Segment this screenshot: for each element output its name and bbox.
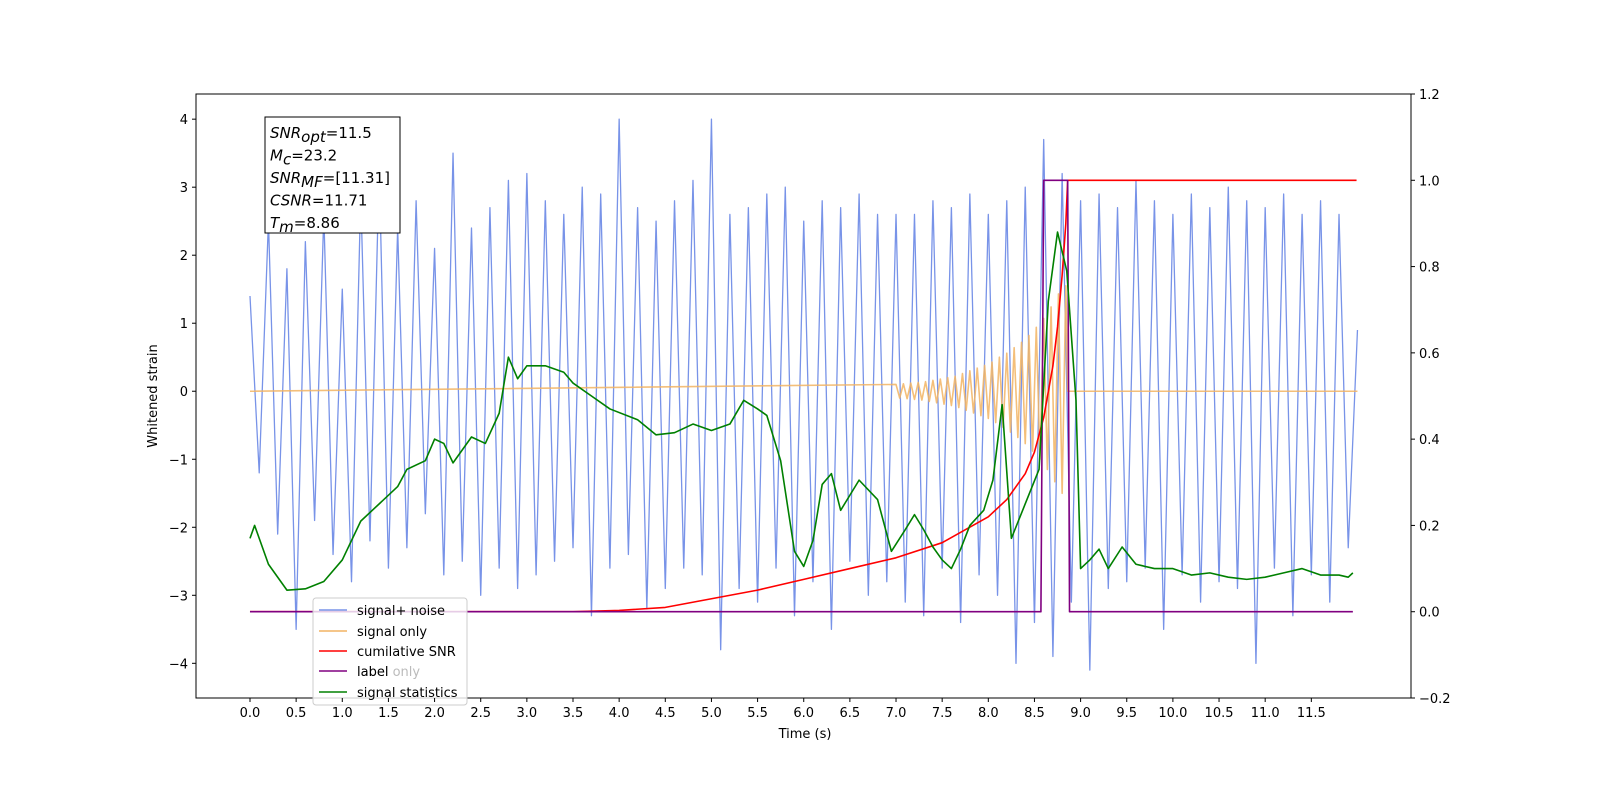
annotation-var: M <box>270 147 283 165</box>
y-tick-label: −4 <box>169 657 188 672</box>
y2-tick-label: 1.2 <box>1419 88 1440 103</box>
y-axis-label: Whitened strain <box>146 344 161 447</box>
y2-tick-label: −0.2 <box>1419 692 1451 707</box>
legend-frame <box>312 597 468 706</box>
annotation-sub: c <box>283 151 292 169</box>
annotation-value: =[11.31] <box>323 169 390 187</box>
annotation-var: SNR <box>270 124 301 142</box>
annotation-box: SNRopt=11.5Mc=23.2SNRMF=[11.31]CSNR=11.7… <box>264 116 401 236</box>
y2-tick-label: 0.4 <box>1419 433 1440 448</box>
annotation-sub: MF <box>301 173 323 191</box>
y-tick-label: 4 <box>180 113 188 128</box>
x-tick-label: 7.5 <box>932 706 953 721</box>
annotation-line: SNRMF=[11.31] <box>270 169 390 191</box>
y-tick-label: 3 <box>180 181 188 196</box>
x-tick-label: 4.5 <box>655 706 676 721</box>
x-tick-label: 5.0 <box>701 706 722 721</box>
x-tick-label: 0.5 <box>286 706 307 721</box>
x-tick-label: 10.5 <box>1205 706 1234 721</box>
legend-label: signal statistics <box>357 686 458 701</box>
annotation-sub: opt <box>301 128 327 146</box>
x-tick-label: 3.5 <box>563 706 584 721</box>
x-tick-label: 8.5 <box>1024 706 1045 721</box>
annotation-line: CSNR=11.71 <box>270 192 367 210</box>
annotation-line: Tm=8.86 <box>270 214 340 236</box>
legend-label: label <box>357 665 388 680</box>
legend-label: cumilative SNR <box>357 645 456 660</box>
annotation-line: SNRopt=11.5 <box>270 124 372 146</box>
y2-tick-label: 0.2 <box>1419 519 1440 534</box>
y2-tick-label: 1.0 <box>1419 174 1440 189</box>
x-tick-label: 2.5 <box>470 706 491 721</box>
x-tick-label: 6.5 <box>840 706 861 721</box>
x-tick-label: 2.0 <box>424 706 445 721</box>
annotation-line: Mc=23.2 <box>270 147 337 169</box>
x-tick-label: 6.0 <box>793 706 814 721</box>
y-tick-label: −3 <box>169 589 188 604</box>
x-axis-label: Time (s) <box>778 727 832 742</box>
x-tick-label: 8.0 <box>978 706 999 721</box>
y-tick-label: −1 <box>169 453 188 468</box>
series-line <box>249 118 1359 671</box>
annotation-var: SNR <box>270 169 301 187</box>
x-tick-label: 10.0 <box>1158 706 1187 721</box>
y2-tick-label: 0.8 <box>1419 261 1440 276</box>
series-line <box>249 231 1354 591</box>
x-tick-label: 9.5 <box>1116 706 1137 721</box>
annotation-frame <box>264 116 401 234</box>
y-tick-label: 0 <box>180 385 188 400</box>
x-tick-label: 11.0 <box>1251 706 1280 721</box>
y-tick-label: −2 <box>169 521 188 536</box>
y-tick-label: 1 <box>180 317 188 332</box>
legend-label: signal only <box>357 625 427 640</box>
annotation-value: =11.5 <box>326 124 372 142</box>
x-tick-label: 0.0 <box>240 706 261 721</box>
x-tick-label: 4.0 <box>609 706 630 721</box>
x-tick-label: 5.5 <box>747 706 768 721</box>
y2-tick-label: 0.6 <box>1419 347 1440 362</box>
plot-area <box>249 118 1359 671</box>
series-line <box>249 179 1357 613</box>
annotation-sub: m <box>279 218 294 236</box>
x-tick-label: 7.0 <box>886 706 907 721</box>
legend-ghost: label only <box>357 665 420 680</box>
legend: signal+ noise signal only cumilative SNR la… <box>312 597 468 706</box>
annotation-value: =8.86 <box>294 214 340 232</box>
y2-tick-label: 0.0 <box>1419 606 1440 621</box>
x-tick-label: 9.0 <box>1070 706 1091 721</box>
annotation-value: =11.71 <box>312 192 368 210</box>
legend-label: signal+ noise <box>357 604 445 619</box>
annotation-value: =23.2 <box>291 147 337 165</box>
x-tick-label: 1.0 <box>332 706 353 721</box>
annotation-var: T <box>270 214 281 232</box>
x-tick-label: 1.5 <box>378 706 399 721</box>
x-tick-label: 11.5 <box>1297 706 1326 721</box>
series-line <box>249 179 1353 613</box>
x-tick-label: 3.0 <box>517 706 538 721</box>
y-tick-label: 2 <box>180 249 188 264</box>
annotation-var: CSNR <box>270 192 312 210</box>
